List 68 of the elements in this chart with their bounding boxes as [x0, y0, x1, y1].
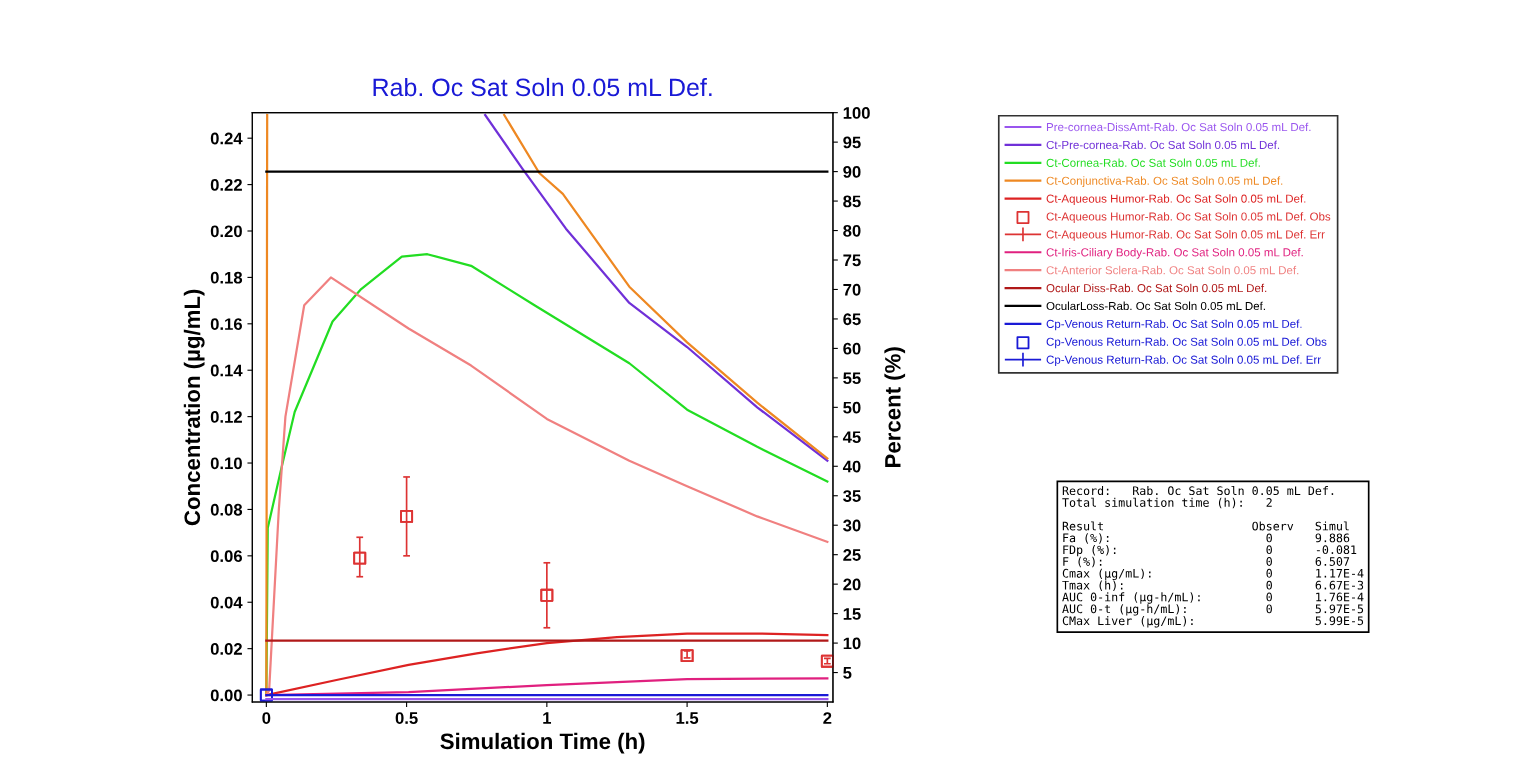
y-tick-label: 0.02 [210, 643, 242, 655]
x-tick-label: 0.5 [395, 712, 418, 724]
y2-tick-label: 90 [843, 166, 861, 178]
legend-label: Cp-Venous Return-Rab. Oc Sat Soln 0.05 mL Def. [1046, 319, 1302, 331]
legend-label: Ct-Aqueous Humor-Rab. Oc Sat Soln 0.05 mL Def. Obs [1046, 212, 1331, 223]
y-tick-label: 0.06 [210, 550, 242, 563]
y2-tick-label: 25 [843, 549, 861, 561]
x-tick-label: 1 [543, 712, 552, 724]
legend-label: Cp-Venous Return-Rab. Oc Sat Soln 0.05 mL Def. Err [1046, 355, 1321, 367]
y2-tick-label: 55 [843, 372, 861, 385]
y-tick-label: 0.00 [210, 689, 242, 702]
legend-label: OcularLoss-Rab. Oc Sat Soln 0.05 mL Def. [1046, 301, 1265, 311]
y2-tick-label: 70 [843, 283, 861, 296]
y2-tick-label: 100 [843, 107, 870, 119]
y2-tick-label: 95 [843, 136, 861, 149]
text: Fa (%): 0 9.886 [1063, 533, 1350, 544]
legend-label: Ct-Anterior Sclera-Rab. Oc Sat Soln 0.05 mL Def. [1046, 265, 1299, 275]
legend-label: Ct-Aqueous Humor-Rab. Oc Sat Soln 0.05 mL Def. [1046, 194, 1306, 205]
text: AUC 0-inf (µg-h/mL): 0 1.76E-4 [1062, 592, 1364, 604]
legend-label: Ct-Cornea-Rab. Oc Sat Soln 0.05 mL Def. [1046, 158, 1260, 167]
legend-label: Pre-cornea-DissAmt-Rab. Oc Sat Soln 0.05 mL Def. [1046, 122, 1311, 132]
y-axis-title: Concentration (µg/mL) [183, 289, 205, 526]
text: Total simulation time (h): 2 [1062, 497, 1272, 509]
text: FDp (%): 0 -0.081 [1063, 545, 1357, 557]
y-tick-label: 0.04 [210, 596, 243, 609]
text: Cmax (µg/mL): 0 1.17E-4 [1062, 568, 1364, 581]
text: F (%): 0 6.507 [1063, 556, 1350, 568]
y2-tick-label: 45 [842, 431, 861, 444]
y2-tick-label: 5 [843, 667, 852, 679]
legend-label: Ct-Conjunctiva-Rab. Oc Sat Soln 0.05 mL Def. [1046, 176, 1283, 188]
y2-tick-label: 10 [843, 637, 861, 650]
y-tick-label: 0.10 [210, 457, 242, 470]
y2-tick-label: 60 [843, 342, 861, 355]
line-series [484, 113, 829, 462]
y2-tick-label: 15 [843, 608, 861, 620]
legend-label: Ocular Diss-Rab. Oc Sat Soln 0.05 mL Def. [1046, 283, 1267, 293]
text: Result Observ Simul [1062, 521, 1349, 531]
legend-label: Ct-Aqueous Humor-Rab. Oc Sat Soln 0.05 mL Def. Err [1046, 230, 1325, 241]
legend-label: Ct-Pre-cornea-Rab. Oc Sat Soln 0.05 mL Def. [1046, 140, 1280, 150]
legend-label: Ct-Iris-Ciliary Body-Rab. Oc Sat Soln 0.05 mL Def. [1046, 247, 1303, 259]
y2-tick-label: 50 [843, 401, 861, 414]
text: AUC 0-t (µg-h/mL): 0 5.97E-5 [1062, 604, 1364, 616]
y-tick-label: 0.14 [210, 364, 243, 377]
chart-title: Rab. Oc Sat Soln 0.05 mL Def. [373, 77, 712, 97]
x-tick-label: 2 [823, 712, 832, 724]
y-tick-label: 0.22 [210, 179, 242, 191]
y2-tick-label: 40 [842, 460, 861, 473]
y-tick-label: 0.12 [210, 411, 242, 423]
x-axis-title: Simulation Time (h) [440, 732, 645, 754]
y-tick-label: 0.16 [210, 318, 242, 331]
text: CMax Liver (µg/mL): 5.99E-5 [1062, 616, 1364, 628]
x-tick-label: 1.5 [676, 712, 699, 724]
y2-tick-label: 30 [843, 519, 861, 532]
y-tick-label: 0.20 [210, 225, 242, 238]
y2-tick-label: 75 [843, 254, 861, 267]
y-tick-label: 0.24 [210, 132, 243, 145]
y2-tick-label: 35 [843, 490, 861, 502]
y2-tick-label: 65 [843, 313, 861, 326]
y2-tick-label: 20 [843, 578, 861, 591]
y2-tick-label: 85 [843, 195, 861, 208]
legend-label: Cp-Venous Return-Rab. Oc Sat Soln 0.05 mL Def. Obs [1046, 337, 1327, 349]
x-tick-label: 0 [262, 712, 271, 724]
y-tick-label: 0.08 [210, 503, 243, 516]
text: Tmax (h): 0 6.67E-3 [1062, 580, 1364, 591]
y2-tick-label: 80 [843, 224, 861, 237]
y2-axis-title: Percent (%) [884, 347, 906, 467]
y-tick-label: 0.18 [210, 271, 243, 284]
text: Record: Rab. Oc Sat Soln 0.05 mL Def. [1062, 486, 1334, 496]
